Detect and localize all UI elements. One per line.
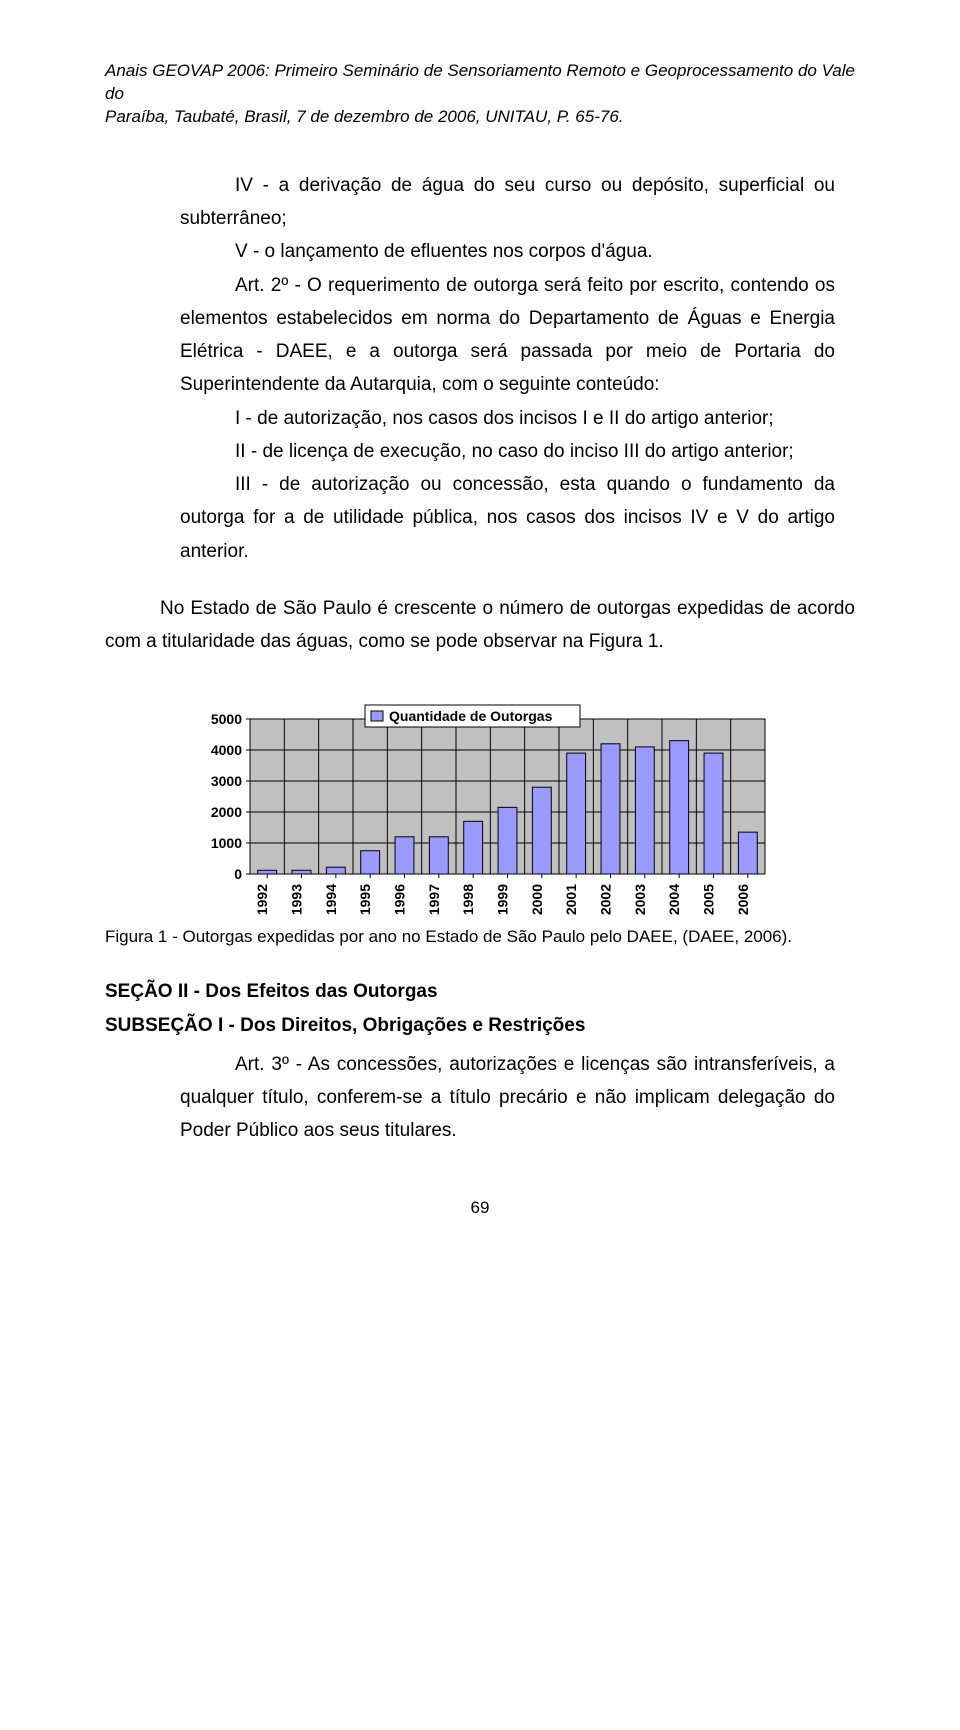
svg-text:4000: 4000 — [211, 742, 242, 758]
svg-text:0: 0 — [234, 866, 242, 882]
svg-text:1995: 1995 — [357, 884, 373, 915]
para-iii: III - de autorização ou concessão, esta … — [180, 468, 835, 568]
svg-text:2002: 2002 — [598, 884, 614, 915]
figure-1-caption: Figura 1 - Outorgas expedidas por ano no… — [105, 927, 855, 947]
svg-text:2004: 2004 — [666, 884, 682, 915]
svg-text:5000: 5000 — [211, 711, 242, 727]
svg-text:1994: 1994 — [323, 884, 339, 915]
svg-text:1996: 1996 — [392, 884, 408, 915]
svg-text:1997: 1997 — [426, 884, 442, 915]
svg-text:2006: 2006 — [735, 884, 751, 915]
header-line-2: Paraíba, Taubaté, Brasil, 7 de dezembro … — [105, 106, 855, 129]
quoted-block-2: Art. 3º - As concessões, autorizações e … — [180, 1048, 835, 1148]
para-art2: Art. 2º - O requerimento de outorga será… — [180, 269, 835, 402]
para-v: V - o lançamento de efluentes nos corpos… — [180, 235, 835, 268]
svg-text:1998: 1998 — [460, 884, 476, 915]
svg-text:1993: 1993 — [289, 884, 305, 915]
para-ii: II - de licença de execução, no caso do … — [180, 435, 835, 468]
para-i: I - de autorização, nos casos dos inciso… — [180, 402, 835, 435]
section-ii-title: SEÇÃO II - Dos Efeitos das Outorgas — [105, 975, 855, 1008]
quoted-block-1: IV - a derivação de água do seu curso ou… — [180, 169, 835, 568]
svg-text:1992: 1992 — [254, 884, 270, 915]
svg-text:1999: 1999 — [495, 884, 511, 915]
svg-text:Quantidade de Outorgas: Quantidade de Outorgas — [389, 708, 553, 724]
chart-svg: 0 1000 2000 3000 4000 5000 1992 1993 1994 1995 199… — [180, 684, 775, 919]
subsection-i-title: SUBSEÇÃO I - Dos Direitos, Obrigações e … — [105, 1009, 855, 1042]
svg-text:3000: 3000 — [211, 773, 242, 789]
svg-text:2000: 2000 — [211, 804, 242, 820]
svg-text:1000: 1000 — [211, 835, 242, 851]
header-line-1: Anais GEOVAP 2006: Primeiro Seminário de… — [105, 60, 855, 106]
para-art3: Art. 3º - As concessões, autorizações e … — [180, 1048, 835, 1148]
svg-text:2000: 2000 — [529, 884, 545, 915]
svg-text:2005: 2005 — [701, 884, 717, 915]
section-titles: SEÇÃO II - Dos Efeitos das Outorgas SUBS… — [105, 975, 855, 1042]
svg-text:2003: 2003 — [632, 884, 648, 915]
body-paragraph-1: No Estado de São Paulo é crescente o núm… — [105, 592, 855, 659]
para-iv: IV - a derivação de água do seu curso ou… — [180, 169, 835, 236]
svg-text:2001: 2001 — [563, 884, 579, 915]
chart-figure-1: 0 1000 2000 3000 4000 5000 1992 1993 1994 1995 199… — [180, 684, 855, 919]
running-header: Anais GEOVAP 2006: Primeiro Seminário de… — [105, 60, 855, 129]
page-number: 69 — [105, 1198, 855, 1218]
